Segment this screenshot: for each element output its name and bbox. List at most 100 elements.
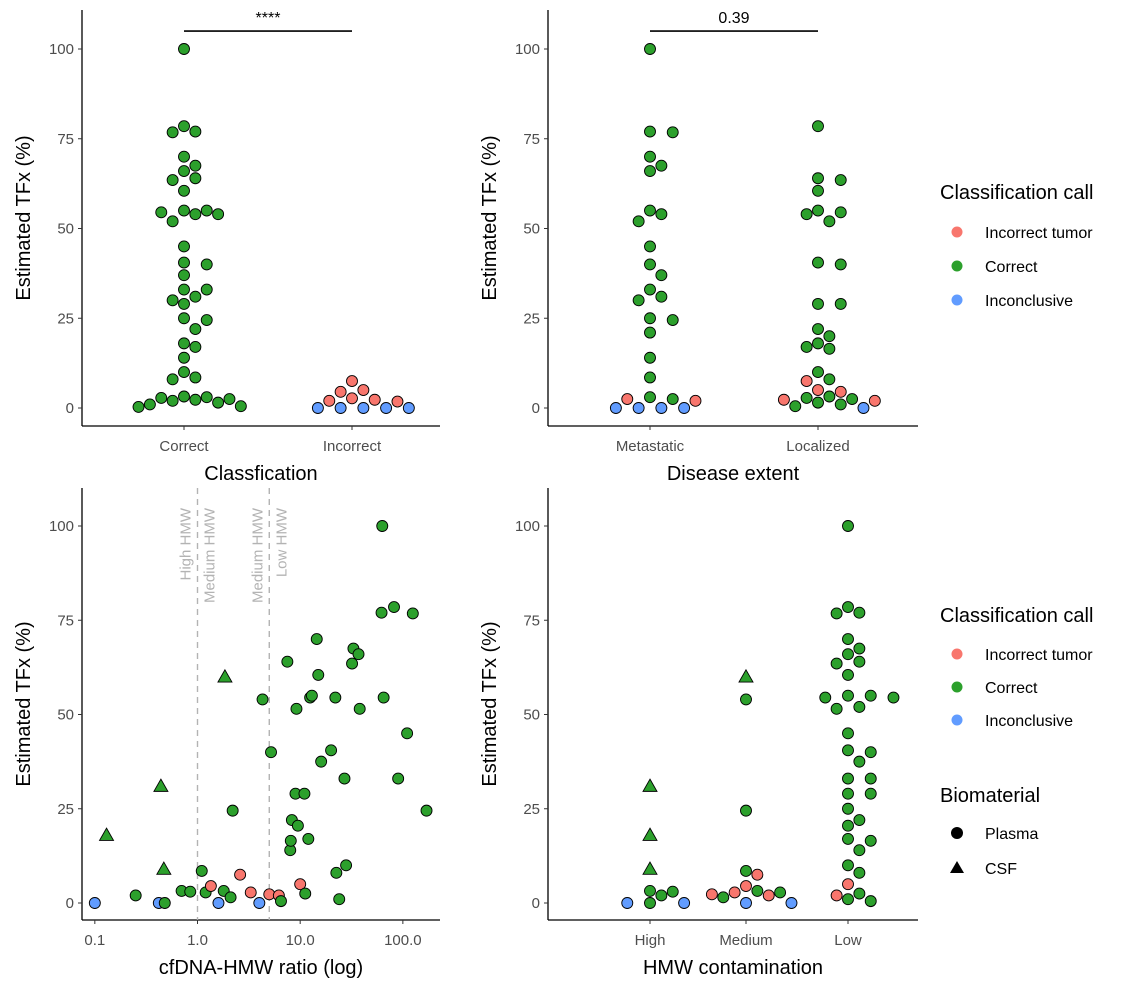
point-correct [812,120,824,133]
point-correct [864,787,877,800]
point-correct [800,208,813,221]
point-inconclusive [678,897,691,909]
point-correct [853,655,866,668]
point-correct [842,727,854,740]
point-correct [189,341,202,353]
y-tick-label: 50 [523,221,540,238]
point-correct [823,342,836,355]
point-correct [823,330,836,343]
point-correct [830,607,843,620]
point-correct [315,755,328,768]
point-correct [178,390,190,403]
point-correct [338,772,351,785]
x-tick-label: 0.1 [84,932,105,949]
point-inconclusive [785,897,798,909]
panel-hmw-contamination: 0 25 50 75 100 Estimated TFx (%) HMW contamina… [479,488,918,979]
point-correct [166,215,179,228]
point-correct [178,165,190,178]
legend-label-inconclusive: Inconclusive [985,293,1073,310]
point-correct [842,859,854,872]
point-correct [420,804,433,817]
point-correct [310,633,323,646]
point-correct [298,787,311,800]
point-correct [864,689,877,702]
point-incorrect-tumor [689,394,702,407]
point-correct [830,657,843,670]
point-correct-csf [738,668,754,683]
point-correct [864,834,877,847]
significance-label: 0.39 [718,10,749,27]
point-correct [834,206,847,219]
point-incorrect-tumor [357,384,370,396]
y-tick-label: 75 [57,131,74,148]
point-correct [842,893,854,906]
point-correct [189,159,202,172]
point-correct [189,125,202,138]
y-tick-label: 100 [49,518,74,535]
point-correct [178,240,190,253]
point-incorrect-tumor [346,392,358,405]
point-correct [189,393,202,406]
point-correct [284,834,297,847]
point-incorrect-tumor [346,375,358,388]
point-inconclusive [740,897,752,909]
x-axis-label: Classfication [204,463,317,485]
x-tick-label: 100.0 [384,932,422,949]
point-correct [834,398,847,411]
point-correct [158,897,171,909]
point-correct [644,258,656,271]
point-correct-csf [153,778,169,792]
point-correct [143,398,156,411]
point-correct [834,174,847,186]
x-axis-label: Disease extent [667,463,800,485]
point-incorrect-tumor [244,886,257,899]
point-correct [666,126,679,139]
point-correct [329,691,342,704]
point-inconclusive [402,402,415,414]
point-correct [666,314,679,326]
point-correct [644,897,656,909]
point-correct [644,326,656,339]
point-correct [644,312,656,325]
point-correct [644,283,656,296]
point-correct-csf [156,861,172,875]
x-tick-label: 1.0 [187,932,208,949]
point-correct [632,215,645,228]
point-incorrect-tumor [842,878,854,891]
threshold-label: Low HMW [273,507,290,577]
point-inconclusive [357,402,370,414]
y-tick-label: 25 [57,310,74,327]
point-correct [178,337,190,350]
point-correct [842,832,854,845]
point-incorrect-tumor [868,394,881,407]
point-correct [846,393,859,405]
point-correct [166,294,179,307]
y-axis-label: Estimated TFx (%) [479,135,501,300]
point-inconclusive [655,402,668,414]
point-incorrect-tumor [728,886,741,899]
point-correct [812,396,824,409]
y-tick-label: 50 [523,707,540,724]
point-correct [281,655,294,668]
point-correct [644,125,656,138]
x-tick-label: High [635,932,666,949]
point-incorrect-tumor [368,393,381,406]
point-correct [155,391,168,404]
point-correct [842,648,854,661]
point-correct [178,297,190,310]
point-correct [195,865,208,877]
point-correct [842,689,854,702]
point-correct [178,204,190,217]
point-correct [823,390,836,403]
legend-biomaterial: Biomaterial Plasma CSF [940,785,1040,878]
legend-classification-call-bottom: Classification call Incorrect tumor Corr… [940,605,1093,730]
point-correct [189,208,202,221]
y-axis-label: Estimated TFx (%) [13,135,35,300]
point-correct [800,391,813,404]
point-correct [644,371,656,384]
point-correct [223,393,236,405]
x-tick-label: Low [834,932,862,949]
panel-disease-extent: 0 25 50 75 100 Estimated TFx (%) Disease exten… [479,10,918,485]
point-correct [401,727,414,740]
point-correct [830,702,843,715]
